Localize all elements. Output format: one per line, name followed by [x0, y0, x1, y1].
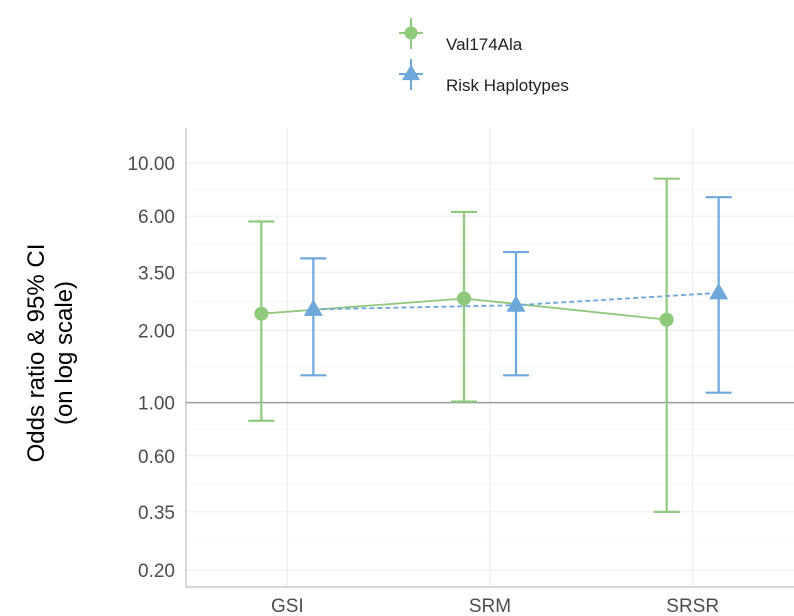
point-val174ala — [254, 306, 269, 321]
point-risk-haplotypes — [303, 299, 323, 316]
point-risk-haplotypes — [709, 282, 729, 300]
legend-label: Val174Ala — [446, 35, 523, 54]
x-tick-label: GSI — [271, 596, 304, 616]
y-tick-label: 6.00 — [138, 207, 175, 228]
y-tick-label: 3.50 — [138, 263, 175, 284]
point-val174ala — [659, 312, 674, 327]
point-risk-haplotypes — [506, 295, 526, 312]
legend-marker-risk-haplotypes — [401, 64, 421, 81]
legend-label: Risk Haplotypes — [446, 76, 569, 95]
y-axis-title-line2: (on log scale) — [51, 281, 78, 425]
y-tick-label: 2.00 — [138, 321, 175, 342]
point-val174ala — [457, 291, 471, 306]
y-tick-label: 0.60 — [138, 447, 175, 468]
plot-area — [185, 128, 794, 588]
y-tick-label: 10.00 — [127, 154, 175, 175]
x-tick-label: SRM — [469, 596, 511, 616]
x-axis-ticks: GSI SRM SRSR — [271, 596, 719, 616]
legend: Val174Ala Risk Haplotypes — [399, 18, 569, 95]
y-tick-label: 0.35 — [138, 503, 175, 524]
y-tick-label: 0.20 — [138, 561, 175, 582]
y-axis-ticks: 0.20 0.35 0.60 1.00 2.00 3.50 6.00 10.00 — [127, 154, 175, 582]
y-tick-label: 1.00 — [138, 394, 175, 415]
y-axis-title-line1: Odds ratio & 95% CI — [23, 244, 50, 463]
x-tick-label: SRSR — [666, 596, 719, 616]
legend-marker-val174ala — [404, 26, 418, 40]
